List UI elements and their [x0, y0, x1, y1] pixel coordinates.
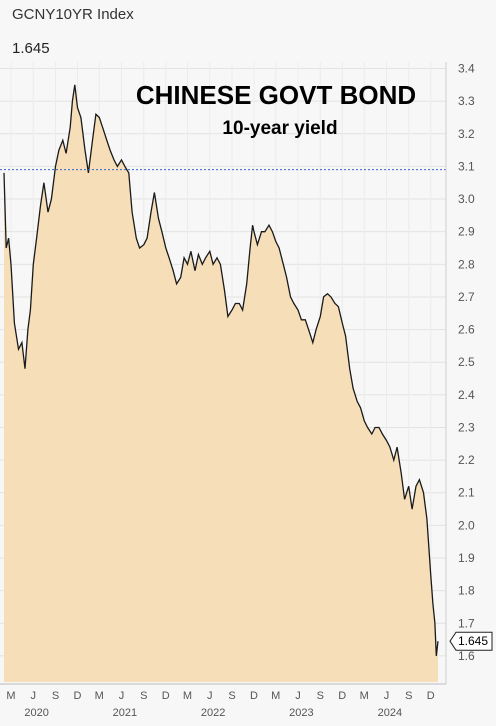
x-month-label: M — [360, 690, 369, 702]
x-month-label: S — [317, 690, 324, 702]
y-tick-label: 1.8 — [458, 584, 475, 598]
last-value: 1.645 — [12, 40, 50, 57]
y-tick-label: 2.9 — [458, 225, 475, 239]
x-year-label: 2024 — [378, 707, 402, 719]
chart-subtitle: 10-year yield — [222, 118, 338, 139]
x-month-label: J — [31, 690, 37, 702]
y-tick-label: 2.7 — [458, 290, 475, 304]
x-month-label: M — [271, 690, 280, 702]
x-month-label: M — [6, 690, 15, 702]
x-month-label: D — [74, 690, 82, 702]
y-tick-label: 1.9 — [458, 551, 475, 565]
ticker-label: GCNY10YR Index — [12, 6, 134, 23]
x-month-label: M — [95, 690, 104, 702]
x-month-label: D — [162, 690, 170, 702]
x-month-label: S — [405, 690, 412, 702]
last-value-badge-text: 1.645 — [458, 634, 488, 648]
x-month-label: J — [384, 690, 390, 702]
x-month-label: J — [207, 690, 213, 702]
x-year-label: 2021 — [113, 707, 137, 719]
y-tick-label: 3.2 — [458, 127, 475, 141]
x-month-label: D — [427, 690, 435, 702]
x-month-label: S — [52, 690, 59, 702]
y-tick-label: 2.3 — [458, 420, 475, 434]
y-tick-label: 1.6 — [458, 649, 475, 663]
y-tick-label: 3.1 — [458, 159, 475, 173]
x-month-label: J — [119, 690, 125, 702]
y-tick-label: 2.8 — [458, 257, 475, 271]
x-year-label: 2023 — [289, 707, 313, 719]
y-tick-label: 2.4 — [458, 388, 475, 402]
y-tick-label: 2.1 — [458, 486, 475, 500]
y-tick-label: 3.3 — [458, 94, 475, 108]
series-line — [3, 84, 439, 656]
x-month-label: M — [183, 690, 192, 702]
x-month-label: D — [250, 690, 258, 702]
x-year-label: 2022 — [201, 707, 225, 719]
y-tick-label: 2.0 — [458, 518, 475, 532]
y-tick-label: 1.7 — [458, 616, 475, 630]
last-value-badge-shape — [449, 631, 493, 651]
series-area — [4, 84, 438, 683]
y-tick-label: 2.6 — [458, 323, 475, 337]
last-value-badge: 1.645 — [449, 631, 493, 651]
x-month-label: J — [295, 690, 301, 702]
y-tick-label: 2.2 — [458, 453, 475, 467]
x-axis: M J S D M J S D M J S D M J S D M J S D 2020 2021 2022 2023 2024 — [0, 62, 447, 719]
y-tick-label: 2.5 — [458, 355, 475, 369]
x-month-label: S — [140, 690, 147, 702]
chart-title: CHINESE GOVT BOND — [135, 80, 417, 110]
x-month-label: S — [228, 690, 235, 702]
y-tick-label: 3.4 — [458, 62, 475, 76]
x-year-label: 2020 — [24, 707, 48, 719]
y-tick-label: 3.0 — [458, 192, 475, 206]
x-month-label: D — [338, 690, 346, 702]
y-axis: 1.6 1.7 1.8 1.9 2.0 2.1 2.2 2.3 2.4 2.5 2.6 2.7 2.8 2… — [458, 62, 475, 663]
